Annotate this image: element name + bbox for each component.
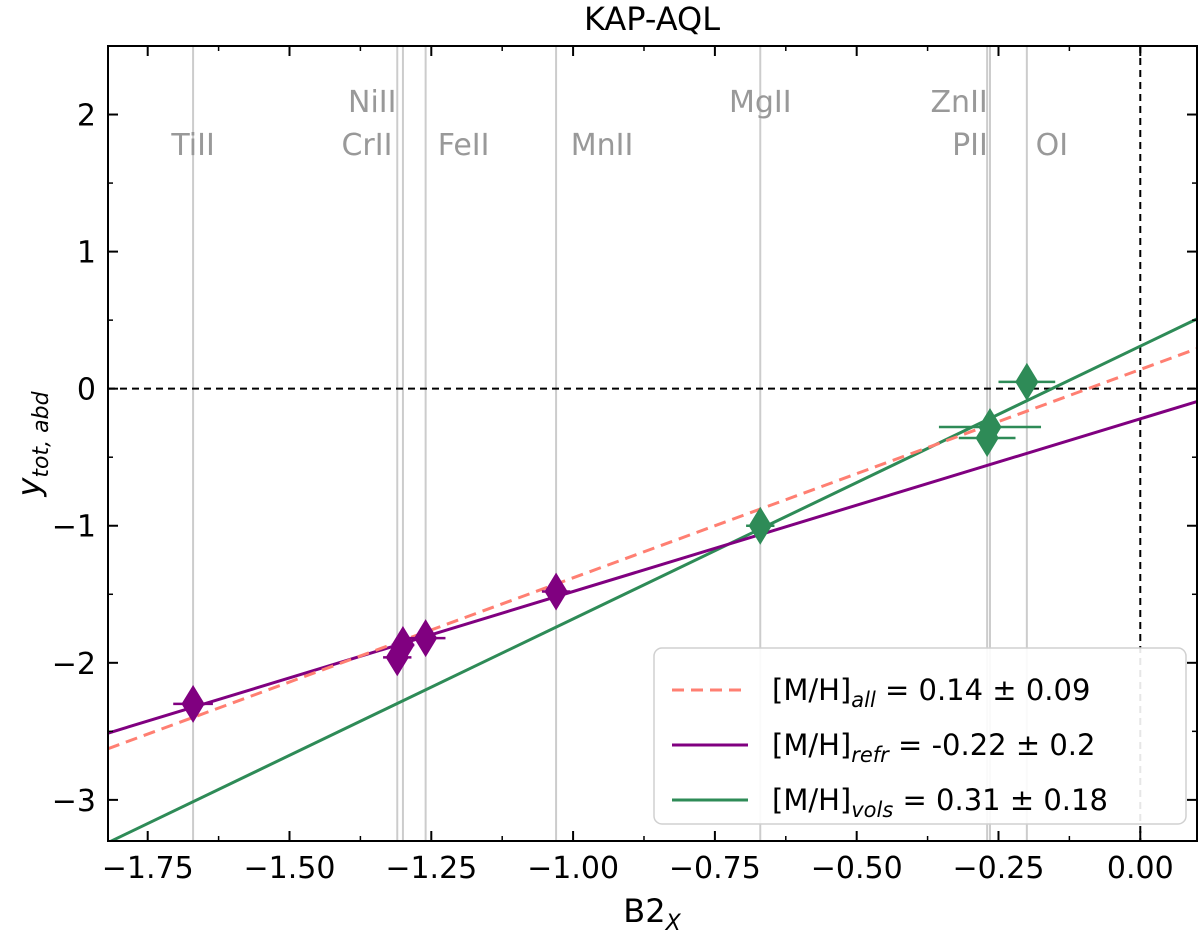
x-tick-label: −1.75: [102, 851, 194, 886]
legend-label-vols: [M/H]vols = 0.31 ± 0.18: [772, 783, 1108, 822]
legend-label-sub: vols: [851, 798, 893, 822]
x-tick-label: −0.25: [953, 851, 1045, 886]
legend-box: [653, 647, 1187, 825]
legend-label-base: [M/H]: [772, 673, 851, 707]
data-point-refractory: [544, 572, 568, 611]
x-tick-label: −1.50: [244, 851, 336, 886]
legend-label-base: [M/H]: [772, 783, 851, 817]
y-tick-label: 2: [77, 99, 96, 134]
x-axis-title: B2X: [623, 892, 681, 933]
x-tick-label: −0.50: [811, 851, 903, 886]
fit-line-refr: [108, 400, 1197, 735]
x-tick-label: 0.00: [1107, 851, 1174, 886]
y-axis-title-sub: tot, abd: [29, 390, 54, 477]
x-axis-title-main: B2: [623, 892, 665, 930]
fit-line-vols: [108, 317, 1197, 841]
element-label: CrII: [341, 128, 392, 163]
data-point-refractory: [414, 619, 438, 658]
element-label: FeII: [438, 128, 490, 163]
x-tick-label: −1.00: [527, 851, 619, 886]
x-tick-label: −1.25: [385, 851, 477, 886]
x-tick-label: −0.75: [669, 851, 761, 886]
y-axis-title-main: y: [10, 477, 48, 498]
data-point-refractory: [181, 684, 205, 723]
y-tick-label: −3: [52, 784, 96, 819]
legend: [M/H]all = 0.14 ± 0.09[M/H]refr = -0.22 …: [653, 647, 1187, 825]
plot-frame: [107, 45, 1198, 842]
legend-label-all: [M/H]all = 0.14 ± 0.09: [772, 673, 1090, 712]
data-point-volatile: [748, 506, 772, 545]
x-axis-title-sub: X: [665, 911, 682, 933]
y-tick-label: 0: [77, 373, 96, 408]
data-point-volatile: [978, 408, 1002, 447]
y-tick-label: −2: [52, 647, 96, 682]
plot-area: [108, 46, 1197, 841]
legend-label-value: = 0.14 ± 0.09: [876, 673, 1091, 707]
legend-label-value: = 0.31 ± 0.18: [893, 783, 1108, 817]
legend-label-sub: refr: [851, 743, 890, 767]
element-label: ZnII: [931, 85, 988, 120]
element-label: OI: [1036, 128, 1068, 163]
fit-line-all: [108, 347, 1197, 751]
element-label: MnII: [571, 128, 634, 163]
element-label: MgII: [729, 85, 792, 120]
y-tick-label: 1: [77, 236, 96, 271]
legend-label-base: [M/H]: [772, 728, 851, 762]
chart-title: KAP-AQL: [584, 0, 720, 38]
legend-label-value: = -0.22 ± 0.2: [889, 728, 1096, 762]
data-point-volatile: [1015, 362, 1039, 401]
legend-label-refr: [M/H]refr = -0.22 ± 0.2: [772, 728, 1095, 767]
element-label: TiII: [170, 128, 214, 163]
y-axis-title: ytot, abd: [10, 390, 54, 497]
legend-label-sub: all: [851, 688, 876, 712]
element-label: PII: [952, 128, 988, 163]
element-label: NiII: [348, 85, 396, 120]
y-tick-label: −1: [52, 510, 96, 545]
